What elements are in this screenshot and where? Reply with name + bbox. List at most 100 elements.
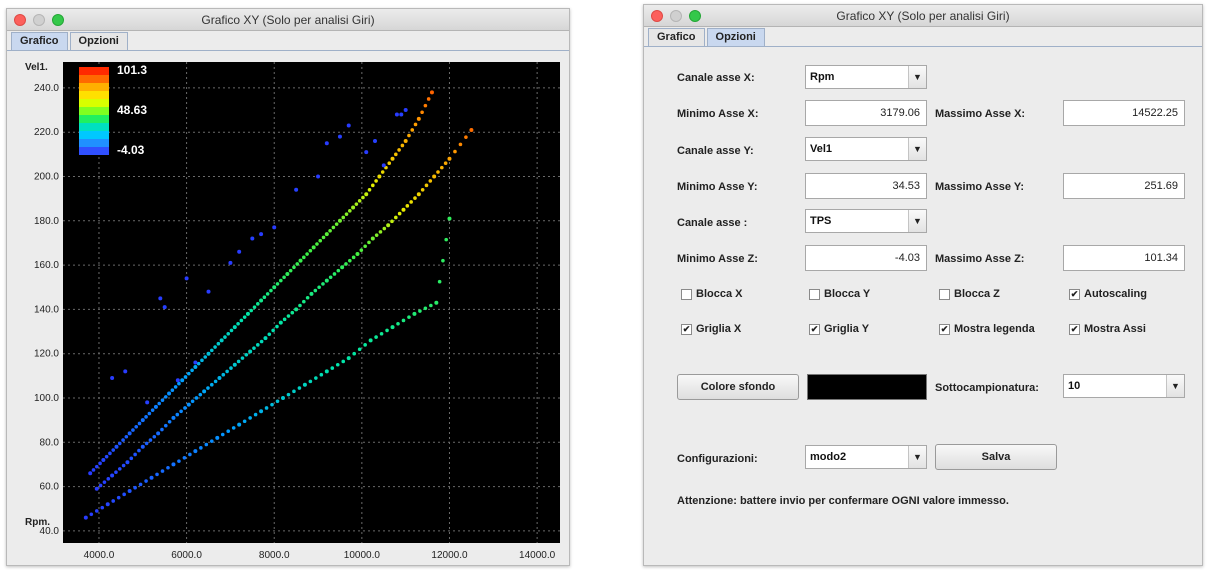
data-point	[167, 419, 172, 424]
legend-swatch	[79, 107, 109, 115]
checkmark-icon[interactable]: ✔	[809, 323, 820, 335]
chevron-down-icon[interactable]: ▼	[908, 210, 926, 232]
chevron-down-icon[interactable]: ▼	[908, 138, 926, 160]
options-window-titlebar[interactable]: Grafico XY (Solo per analisi Giri)	[644, 5, 1202, 27]
data-point	[394, 112, 399, 117]
data-point	[237, 422, 242, 427]
max-x-field[interactable]: 14522.25	[1063, 100, 1185, 126]
y-tick-label: 120.0	[34, 349, 59, 360]
data-point	[171, 462, 176, 467]
data-point	[232, 325, 237, 330]
canale-y-select[interactable]: Vel1 ▼	[805, 137, 927, 161]
mostra-legenda-checkbox[interactable]: ✔ Mostra legenda	[939, 323, 1035, 335]
data-point	[134, 424, 139, 429]
data-point	[305, 295, 310, 300]
data-point	[286, 392, 291, 397]
data-point	[271, 328, 275, 333]
canale-z-select[interactable]: TPS ▼	[805, 209, 927, 233]
maximize-icon[interactable]	[689, 10, 701, 22]
chevron-down-icon[interactable]: ▼	[908, 66, 926, 88]
checkmark-icon[interactable]: ✔	[681, 323, 692, 335]
data-point	[262, 295, 267, 300]
data-point	[250, 236, 255, 241]
data-point	[397, 211, 402, 216]
configurazioni-select[interactable]: modo2 ▼	[805, 445, 927, 469]
colore-sfondo-button[interactable]: Colore sfondo	[677, 374, 799, 400]
min-y-field[interactable]: 34.53	[805, 173, 927, 199]
griglia-y-checkbox[interactable]: ✔ Griglia Y	[809, 323, 869, 335]
salva-button[interactable]: Salva	[935, 444, 1057, 470]
checkmark-icon[interactable]: ✔	[1069, 288, 1080, 300]
legend-swatch	[79, 115, 109, 123]
data-point	[361, 195, 365, 200]
data-point	[313, 288, 318, 293]
data-point	[374, 179, 378, 183]
data-point	[252, 305, 257, 309]
x-tick-label: 8000.0	[259, 550, 290, 561]
max-z-field[interactable]: 101.34	[1063, 245, 1185, 271]
options-panel: Canale asse X: Rpm ▼ Minimo Asse X: 3179…	[644, 48, 1202, 565]
checkbox-box[interactable]	[809, 288, 820, 300]
data-point	[305, 252, 309, 256]
close-icon[interactable]	[651, 10, 663, 22]
data-point	[213, 379, 218, 384]
data-point	[190, 399, 195, 404]
tab-grafico[interactable]: Grafico	[648, 28, 705, 46]
tab-grafico[interactable]: Grafico	[11, 32, 68, 50]
background-color-swatch[interactable]	[807, 374, 927, 400]
min-z-field[interactable]: -4.03	[805, 245, 927, 271]
canale-x-select[interactable]: Rpm ▼	[805, 65, 927, 89]
data-point	[158, 296, 163, 301]
data-point	[440, 165, 444, 170]
chart-window-titlebar[interactable]: Grafico XY (Solo per analisi Giri)	[7, 9, 569, 31]
max-z-label: Massimo Asse Z:	[935, 253, 1025, 265]
data-point	[196, 361, 201, 366]
minimize-icon[interactable]	[33, 14, 45, 26]
checkmark-icon[interactable]: ✔	[939, 323, 950, 335]
data-point	[263, 336, 268, 341]
maximize-icon[interactable]	[52, 14, 64, 26]
blocca-x-checkbox[interactable]: Blocca X	[681, 288, 742, 300]
data-point	[248, 416, 252, 420]
checkbox-box[interactable]	[939, 288, 950, 300]
x-tick-label: 10000.0	[344, 550, 381, 561]
data-point	[100, 505, 105, 510]
close-icon[interactable]	[14, 14, 26, 26]
autoscaling-checkbox[interactable]: ✔ Autoscaling	[1069, 288, 1147, 300]
data-point	[429, 303, 433, 308]
data-point	[125, 460, 130, 465]
data-point	[270, 402, 274, 407]
data-point	[381, 163, 386, 168]
tab-opzioni[interactable]: Opzioni	[69, 32, 128, 50]
mostra-assi-checkbox[interactable]: ✔ Mostra Assi	[1069, 323, 1146, 335]
data-point	[272, 285, 277, 290]
blocca-y-checkbox[interactable]: Blocca Y	[809, 288, 870, 300]
tab-opzioni[interactable]: Opzioni	[706, 28, 765, 46]
data-point	[110, 376, 115, 381]
data-point	[217, 376, 222, 381]
data-point	[98, 483, 103, 488]
data-point	[153, 404, 158, 409]
chevron-down-icon[interactable]: ▼	[908, 446, 926, 468]
data-point	[239, 318, 244, 323]
sottocampionatura-select[interactable]: 10 ▼	[1063, 374, 1185, 398]
data-point	[341, 215, 346, 220]
max-y-field[interactable]: 251.69	[1063, 173, 1185, 199]
chevron-down-icon[interactable]: ▼	[1166, 375, 1184, 397]
data-point	[319, 372, 324, 377]
griglia-x-checkbox[interactable]: ✔ Griglia X	[681, 323, 741, 335]
data-point	[294, 187, 299, 192]
data-point	[416, 116, 421, 121]
data-point	[285, 271, 290, 276]
checkmark-icon[interactable]: ✔	[1069, 323, 1080, 335]
data-point	[302, 255, 306, 260]
blocca-z-checkbox[interactable]: Blocca Z	[939, 288, 1000, 300]
data-point	[137, 448, 141, 453]
min-x-field[interactable]: 3179.06	[805, 100, 927, 126]
data-point	[314, 376, 318, 380]
data-point	[420, 187, 425, 192]
minimize-icon[interactable]	[670, 10, 682, 22]
data-point	[248, 349, 253, 354]
data-point	[282, 317, 287, 322]
checkbox-box[interactable]	[681, 288, 692, 300]
